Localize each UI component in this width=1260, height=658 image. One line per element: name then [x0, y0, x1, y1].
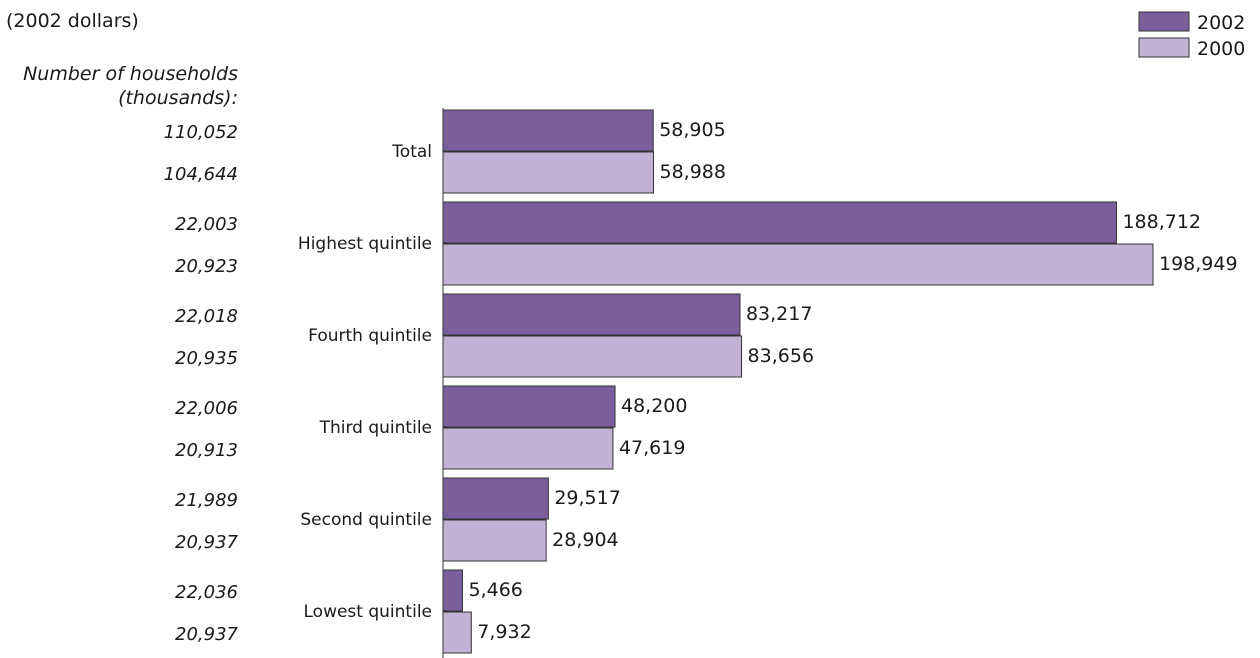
bar-second-quintile-2002 — [442, 477, 549, 520]
household-count-lowest-quintile-2000: 20,937 — [175, 624, 239, 645]
household-count-highest-quintile-2000: 20,923 — [175, 256, 238, 277]
legend-label-2002: 2002 — [1197, 12, 1245, 34]
value-label-third-quintile-2002: 48,200 — [621, 395, 687, 417]
household-count-second-quintile-2000: 20,937 — [175, 532, 239, 553]
household-count-total-2000: 104,644 — [164, 164, 238, 185]
legend-swatch-2000 — [1138, 37, 1190, 58]
bar-highest-quintile-2000 — [442, 243, 1154, 286]
household-count-highest-quintile-2002: 22,003 — [175, 214, 238, 235]
household-count-third-quintile-2000: 20,913 — [175, 440, 238, 461]
category-label-third-quintile: Third quintile — [319, 418, 432, 438]
household-count-fourth-quintile-2002: 22,018 — [175, 306, 238, 327]
value-label-lowest-quintile-2000: 7,932 — [477, 621, 531, 643]
household-count-third-quintile-2002: 22,006 — [175, 398, 238, 419]
bar-third-quintile-2002 — [442, 385, 616, 428]
bar-highest-quintile-2002 — [442, 201, 1117, 244]
legend-label-2000: 2000 — [1197, 38, 1245, 60]
category-label-lowest-quintile: Lowest quintile — [304, 602, 433, 622]
household-count-lowest-quintile-2002: 22,036 — [175, 582, 238, 603]
value-label-lowest-quintile-2002: 5,466 — [469, 579, 523, 601]
value-label-second-quintile-2000: 28,904 — [552, 529, 618, 551]
bar-total-2002 — [442, 109, 654, 152]
households-header-line1: Number of households — [23, 63, 238, 85]
value-label-total-2002: 58,905 — [659, 119, 725, 141]
households-header-line2: (thousands): — [118, 87, 238, 109]
bar-fourth-quintile-2002 — [442, 293, 741, 336]
category-label-highest-quintile: Highest quintile — [298, 234, 432, 254]
value-label-total-2000: 58,988 — [660, 161, 726, 183]
value-label-second-quintile-2002: 29,517 — [554, 487, 620, 509]
plot-area: Total 58,905 110,052 58,988 104,644 Highest q… — [164, 109, 1238, 654]
legend: 2002 2000 — [1138, 11, 1245, 60]
bar-lowest-quintile-2000 — [442, 611, 472, 654]
bar-total-2000 — [442, 151, 655, 194]
household-count-total-2002: 110,052 — [164, 122, 238, 143]
unit-note: (2002 dollars) — [6, 10, 139, 32]
value-label-fourth-quintile-2000: 83,656 — [748, 345, 814, 367]
household-count-fourth-quintile-2000: 20,935 — [175, 348, 238, 369]
legend-swatch-2002 — [1138, 11, 1190, 32]
value-label-highest-quintile-2002: 188,712 — [1122, 211, 1201, 233]
value-label-fourth-quintile-2002: 83,217 — [746, 303, 812, 325]
value-label-highest-quintile-2000: 198,949 — [1159, 253, 1238, 275]
category-label-second-quintile: Second quintile — [300, 510, 432, 530]
category-label-total: Total — [391, 142, 432, 162]
bar-third-quintile-2000 — [442, 427, 614, 470]
value-label-third-quintile-2000: 47,619 — [619, 437, 685, 459]
bar-second-quintile-2000 — [442, 519, 547, 562]
bar-fourth-quintile-2000 — [442, 335, 743, 378]
household-count-second-quintile-2002: 21,989 — [175, 490, 238, 511]
category-label-fourth-quintile: Fourth quintile — [308, 326, 432, 346]
bar-lowest-quintile-2002 — [442, 569, 464, 612]
